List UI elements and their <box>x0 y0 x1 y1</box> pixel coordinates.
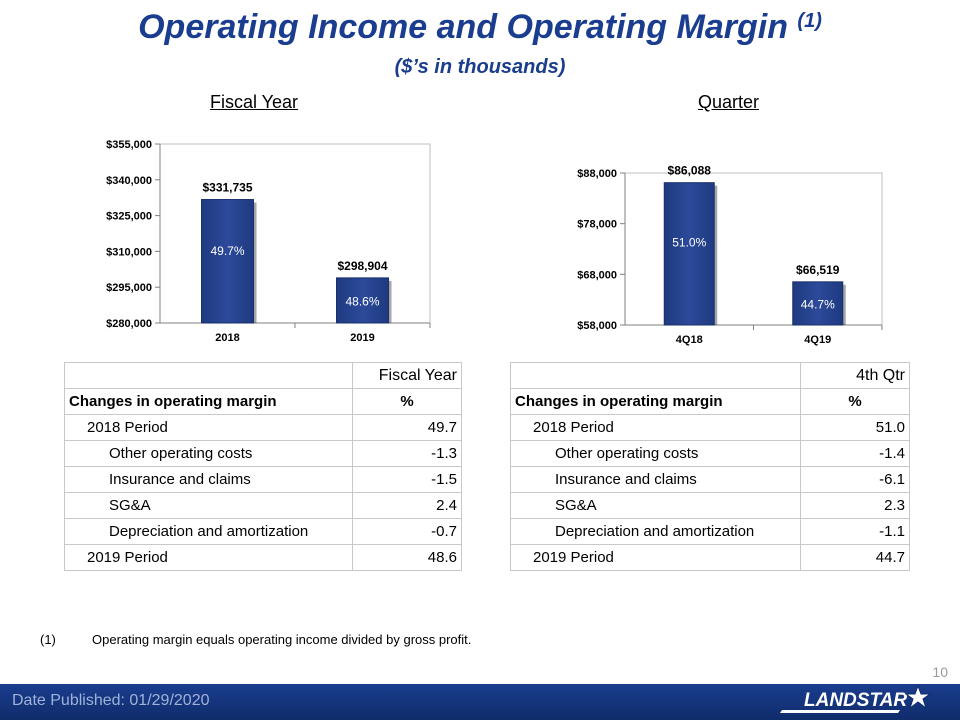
row-value: -6.1 <box>800 466 910 493</box>
quarter-chart: $58,000 $68,000 $78,000 $88,000 $86,088 51.0%… <box>577 164 883 346</box>
row-label: Other operating costs <box>510 440 801 467</box>
bar <box>201 199 254 324</box>
table-row: 2018 Period 49.7 <box>64 414 462 441</box>
row-value: 44.7 <box>800 544 910 571</box>
footnote-text: Operating margin equals operating income… <box>92 632 472 647</box>
row-label: 2018 Period <box>64 414 353 441</box>
y-tick-label: $355,000 <box>106 139 152 151</box>
row-value: 51.0 <box>800 414 910 441</box>
bar-margin-label: 49.7% <box>210 244 244 258</box>
slide-title-text: Operating Income and Operating Margin <box>138 8 788 46</box>
table-column-label: Changes in operating margin <box>64 388 353 415</box>
bar-margin-label: 48.6% <box>345 294 379 308</box>
slide-subtitle: ($’s in thousands) <box>394 56 566 78</box>
date-published: Date Published: 01/29/2020 <box>12 692 210 709</box>
footnote-ref: (1) <box>797 10 822 32</box>
bar-value-label: $298,904 <box>337 259 387 273</box>
y-tick-label: $68,000 <box>577 269 617 281</box>
fiscal-year-chart: $280,000 $295,000 $310,000 $325,000 $340,000… <box>106 139 431 344</box>
table-column-label: Changes in operating margin <box>510 388 801 415</box>
table-row: Depreciation and amortization -0.7 <box>64 518 462 545</box>
table-row: Insurance and claims -6.1 <box>510 466 910 493</box>
table-row: Depreciation and amortization -1.1 <box>510 518 910 545</box>
table-row: 2019 Period 48.6 <box>64 544 462 571</box>
row-value: -1.5 <box>352 466 462 493</box>
row-label: Insurance and claims <box>510 466 801 493</box>
row-value: 48.6 <box>352 544 462 571</box>
y-tick-label: $88,000 <box>577 168 617 180</box>
quarter-table: 4th Qtr Changes in operating margin% 2018 … <box>510 362 910 571</box>
bar <box>336 277 389 324</box>
table-row: Other operating costs -1.4 <box>510 440 910 467</box>
footnote: (1) Operating margin equals operating inc… <box>40 632 471 647</box>
row-label: 2018 Period <box>510 414 801 441</box>
row-label: SG&A <box>510 492 801 519</box>
table-column-unit: % <box>352 388 462 415</box>
table-column-row: Changes in operating margin% <box>64 388 462 415</box>
table-row: 2019 Period 44.7 <box>510 544 910 571</box>
table-column-row: Changes in operating margin% <box>510 388 910 415</box>
fiscal-year-table: Fiscal Year Changes in operating margin% 2… <box>64 362 462 571</box>
row-value: 2.3 <box>800 492 910 519</box>
row-label: Insurance and claims <box>64 466 353 493</box>
table-column-unit: % <box>800 388 910 415</box>
table-row: SG&A 2.3 <box>510 492 910 519</box>
y-tick-label: $58,000 <box>577 320 617 332</box>
star-icon <box>904 684 932 710</box>
x-tick-label: 2019 <box>350 332 374 344</box>
y-tick-label: $78,000 <box>577 219 617 231</box>
table-row: Insurance and claims -1.5 <box>64 466 462 493</box>
table-header: 4th Qtr <box>800 362 910 389</box>
table-row: SG&A 2.4 <box>64 492 462 519</box>
bar-value-label: $66,519 <box>796 263 840 277</box>
table-header-blank <box>64 362 353 389</box>
y-tick-label: $325,000 <box>106 211 152 223</box>
footer-bar <box>0 684 960 720</box>
row-value: -0.7 <box>352 518 462 545</box>
row-value: -1.1 <box>800 518 910 545</box>
page-number: 10 <box>932 664 948 680</box>
bar-margin-label: 51.0% <box>672 236 706 250</box>
y-tick-label: $310,000 <box>106 246 152 258</box>
bar-margin-label: 44.7% <box>801 297 835 311</box>
row-label: 2019 Period <box>510 544 801 571</box>
row-label: 2019 Period <box>64 544 353 571</box>
x-tick-label: 4Q18 <box>676 334 703 346</box>
table-header-row: Fiscal Year <box>64 362 462 389</box>
y-tick-label: $280,000 <box>106 318 152 330</box>
table-header: Fiscal Year <box>352 362 462 389</box>
table-header-row: 4th Qtr <box>510 362 910 389</box>
bar <box>663 182 715 326</box>
table-header-blank <box>510 362 801 389</box>
table-row: Other operating costs -1.3 <box>64 440 462 467</box>
bar <box>792 281 844 326</box>
bar-value-label: $331,735 <box>202 181 252 195</box>
landstar-logo: LANDSTAR <box>780 684 932 713</box>
row-value: -1.4 <box>800 440 910 467</box>
fiscal-year-label: Fiscal Year <box>210 92 299 112</box>
quarter-label: Quarter <box>698 92 760 112</box>
table-row: 2018 Period 51.0 <box>510 414 910 441</box>
row-label: SG&A <box>64 492 353 519</box>
row-label: Depreciation and amortization <box>64 518 353 545</box>
x-tick-label: 4Q19 <box>804 334 831 346</box>
row-label: Depreciation and amortization <box>510 518 801 545</box>
y-tick-label: $340,000 <box>106 175 152 187</box>
row-value: 49.7 <box>352 414 462 441</box>
y-tick-label: $295,000 <box>106 282 152 294</box>
logo-text: LANDSTAR <box>804 690 907 711</box>
logo-swoosh <box>780 710 900 713</box>
x-tick-label: 2018 <box>215 332 239 344</box>
row-value: -1.3 <box>352 440 462 467</box>
slide-title: Operating Income and Operating Margin (1… <box>0 8 960 47</box>
row-label: Other operating costs <box>64 440 353 467</box>
footnote-number: (1) <box>40 632 56 647</box>
bar-value-label: $86,088 <box>668 164 712 178</box>
row-value: 2.4 <box>352 492 462 519</box>
